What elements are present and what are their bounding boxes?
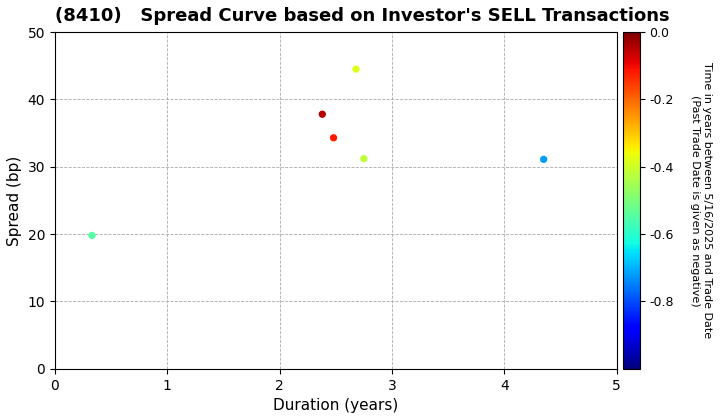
Point bbox=[538, 156, 549, 163]
Point bbox=[86, 232, 98, 239]
Point bbox=[328, 134, 339, 141]
Text: (8410)   Spread Curve based on Investor's SELL Transactions: (8410) Spread Curve based on Investor's … bbox=[55, 7, 670, 25]
Y-axis label: Spread (bp): Spread (bp) bbox=[7, 155, 22, 246]
Point bbox=[350, 66, 361, 73]
Point bbox=[317, 111, 328, 118]
Point bbox=[358, 155, 369, 162]
X-axis label: Duration (years): Duration (years) bbox=[273, 398, 398, 413]
Y-axis label: Time in years between 5/16/2025 and Trade Date
(Past Trade Date is given as nega: Time in years between 5/16/2025 and Trad… bbox=[690, 62, 712, 339]
